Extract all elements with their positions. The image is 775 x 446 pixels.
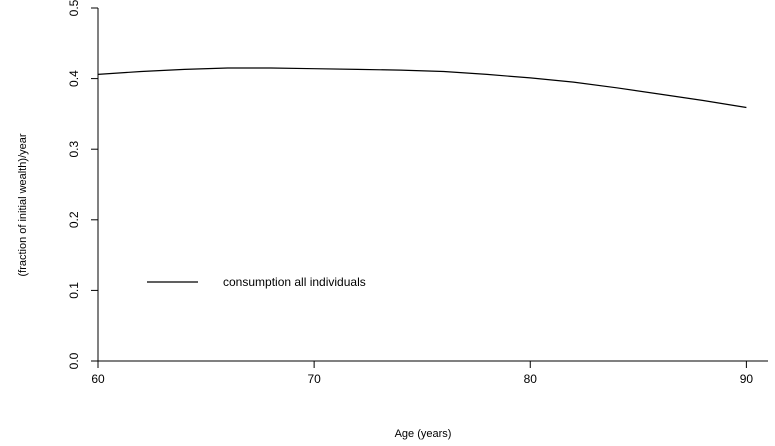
legend-label: consumption all individuals [223,275,366,289]
y-tick-label: 0.5 [67,0,81,16]
x-ticks: 60 70 80 90 [91,361,753,386]
x-axis-title: Age (years) [395,428,452,440]
axes: 60 70 80 90 0.0 0.1 0.2 0.3 0.4 0.5 [67,0,768,386]
x-tick-label: 80 [524,372,538,386]
y-tick-label: 0.4 [67,70,81,87]
x-tick-label: 70 [307,372,321,386]
y-tick-label: 0.1 [67,282,81,299]
x-tick-label: 90 [740,372,754,386]
legend: consumption all individuals [147,275,366,289]
y-tick-label: 0.0 [67,352,81,369]
y-axis-title: (fraction of initial wealth)/year [17,133,29,276]
series-group [97,67,747,109]
y-tick-label: 0.2 [67,211,81,228]
series-line-0 [97,67,747,109]
y-tick-label: 0.3 [67,141,81,158]
x-tick-label: 60 [91,372,105,386]
y-ticks: 0.0 0.1 0.2 0.3 0.4 0.5 [67,0,98,369]
